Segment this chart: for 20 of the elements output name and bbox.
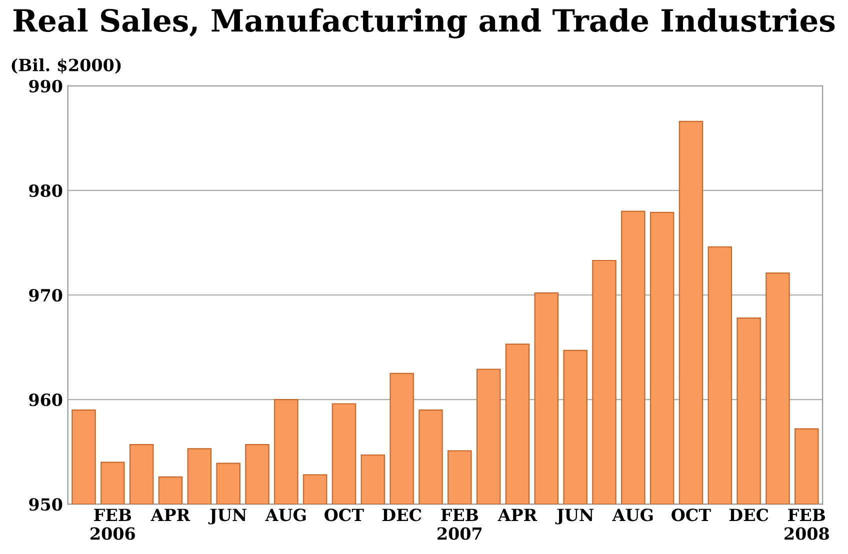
x-tick-label: DEC xyxy=(382,508,422,522)
x-tick-label: FEB 2006 xyxy=(90,508,135,540)
y-tick-label: 990 xyxy=(29,80,62,92)
y-axis-title: (Bil. $2000) xyxy=(12,58,121,74)
x-tick-label: AUG xyxy=(265,508,306,522)
x-tick-label: OCT xyxy=(324,508,364,522)
x-tick-label: APR xyxy=(498,508,538,521)
x-tick-label: FEB 2007 xyxy=(438,508,482,540)
x-tick-label: AUG xyxy=(612,508,653,522)
y-tick-label: 980 xyxy=(29,184,62,198)
x-tick-label: FEB 2008 xyxy=(784,508,829,540)
chart-title: Real Sales, Manufacturing and Trade Industries xyxy=(14,8,835,38)
x-tick-label: OCT xyxy=(672,508,711,522)
y-tick-label: 960 xyxy=(29,394,62,406)
x-tick-label: JUN xyxy=(555,508,594,524)
x-tick-label: APR xyxy=(150,508,190,521)
x-tick-label: JUN xyxy=(208,508,246,524)
y-tick-label: 950 xyxy=(29,498,62,511)
x-tick-label: DEC xyxy=(729,508,768,522)
y-tick-label: 970 xyxy=(29,288,62,302)
